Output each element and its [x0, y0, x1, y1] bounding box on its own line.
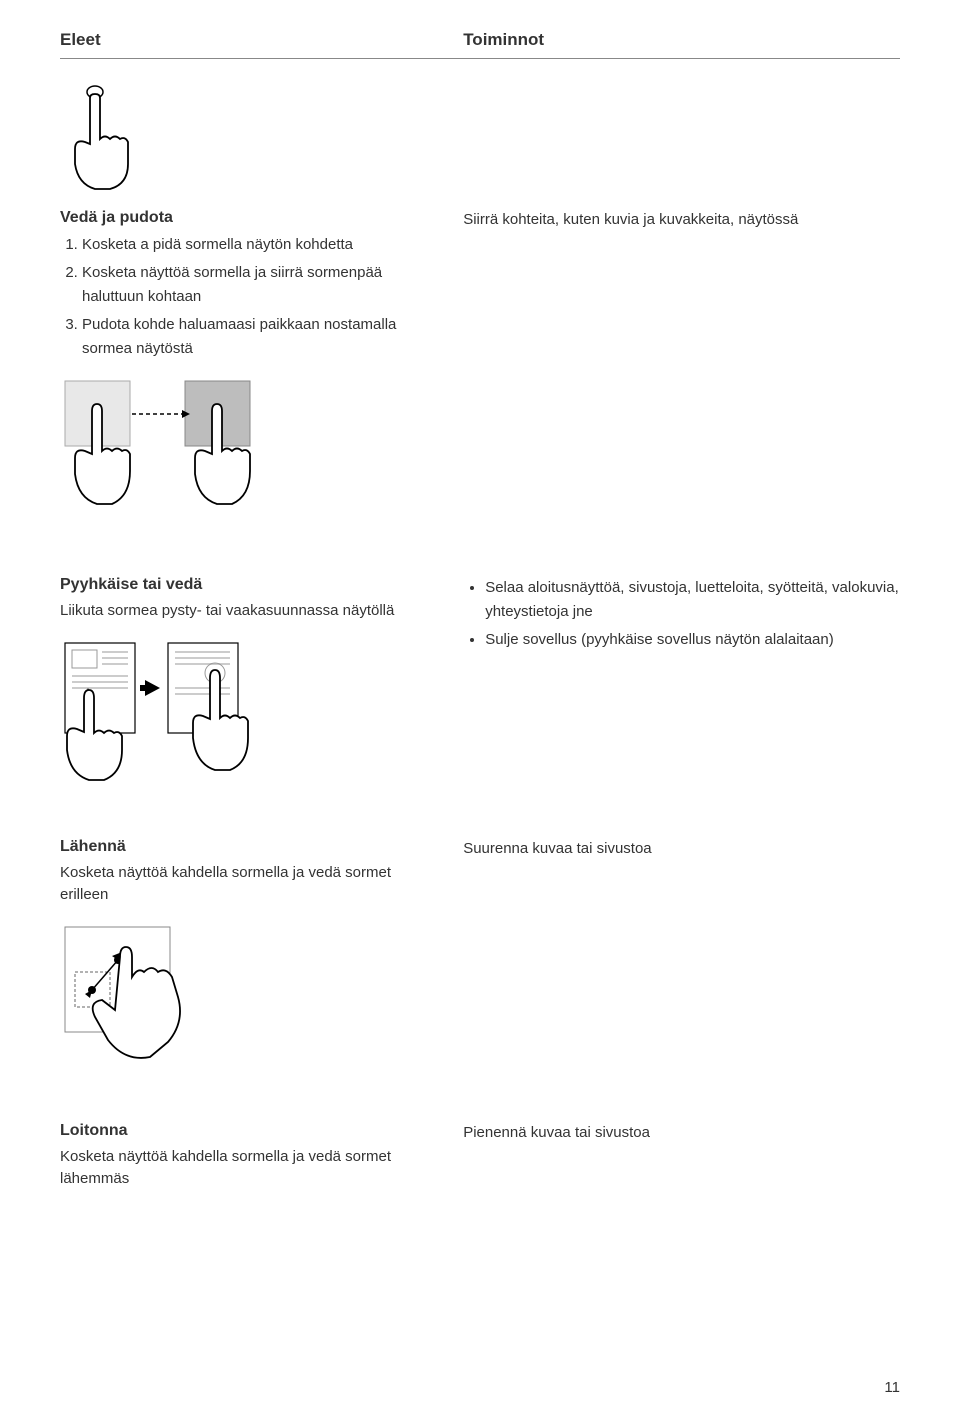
section-zoom-out: Loitonna Kosketa näyttöä kahdella sormel…: [60, 1122, 900, 1197]
hand-pinch-out-icon: [60, 922, 443, 1072]
swipe-bullet-1: Selaa aloitusnäyttöä, sivustoja, luettel…: [485, 576, 900, 624]
hand-drag-drop-icon: [60, 376, 443, 526]
page-number: 11: [884, 1379, 900, 1396]
zoomout-desc: Kosketa näyttöä kahdella sormella ja ved…: [60, 1146, 443, 1191]
swipe-desc: Liikuta sormea pysty- tai vaakasuunnassa…: [60, 600, 443, 623]
hand-swipe-icon: [60, 638, 443, 788]
section-swipe: Pyyhkäise tai vedä Liikuta sormea pysty-…: [60, 576, 900, 803]
header-col-actions: Toiminnot: [463, 30, 900, 50]
table-header: Eleet Toiminnot: [60, 30, 900, 59]
zoomin-action-text: Suurenna kuvaa tai sivustoa: [463, 838, 900, 861]
drag-step-3: Pudota kohde haluamaasi paikkaan nostama…: [82, 313, 443, 361]
section-drag-drop: Vedä ja pudota Kosketa a pidä sormella n…: [60, 209, 900, 541]
zoomout-action-text: Pienennä kuvaa tai sivustoa: [463, 1122, 900, 1145]
gesture-title-swipe: Pyyhkäise tai vedä: [60, 576, 443, 594]
drag-steps-list: Kosketa a pidä sormella näytön kohdetta …: [60, 233, 443, 361]
swipe-bullets: Selaa aloitusnäyttöä, sivustoja, luettel…: [463, 576, 900, 652]
zoomin-desc: Kosketa näyttöä kahdella sormella ja ved…: [60, 862, 443, 907]
drag-step-1: Kosketa a pidä sormella näytön kohdetta: [82, 233, 443, 257]
gesture-title-drag: Vedä ja pudota: [60, 209, 443, 227]
gesture-title-zoomout: Loitonna: [60, 1122, 443, 1140]
gesture-title-zoomin: Lähennä: [60, 838, 443, 856]
hand-single-tap-icon: [60, 84, 900, 194]
drag-step-2: Kosketa näyttöä sormella ja siirrä sorme…: [82, 261, 443, 309]
swipe-bullet-2: Sulje sovellus (pyyhkäise sovellus näytö…: [485, 628, 900, 652]
section-zoom-in: Lähennä Kosketa näyttöä kahdella sormell…: [60, 838, 900, 1087]
drag-action-text: Siirrä kohteita, kuten kuvia ja kuvakkei…: [463, 209, 900, 232]
header-col-gestures: Eleet: [60, 30, 463, 50]
